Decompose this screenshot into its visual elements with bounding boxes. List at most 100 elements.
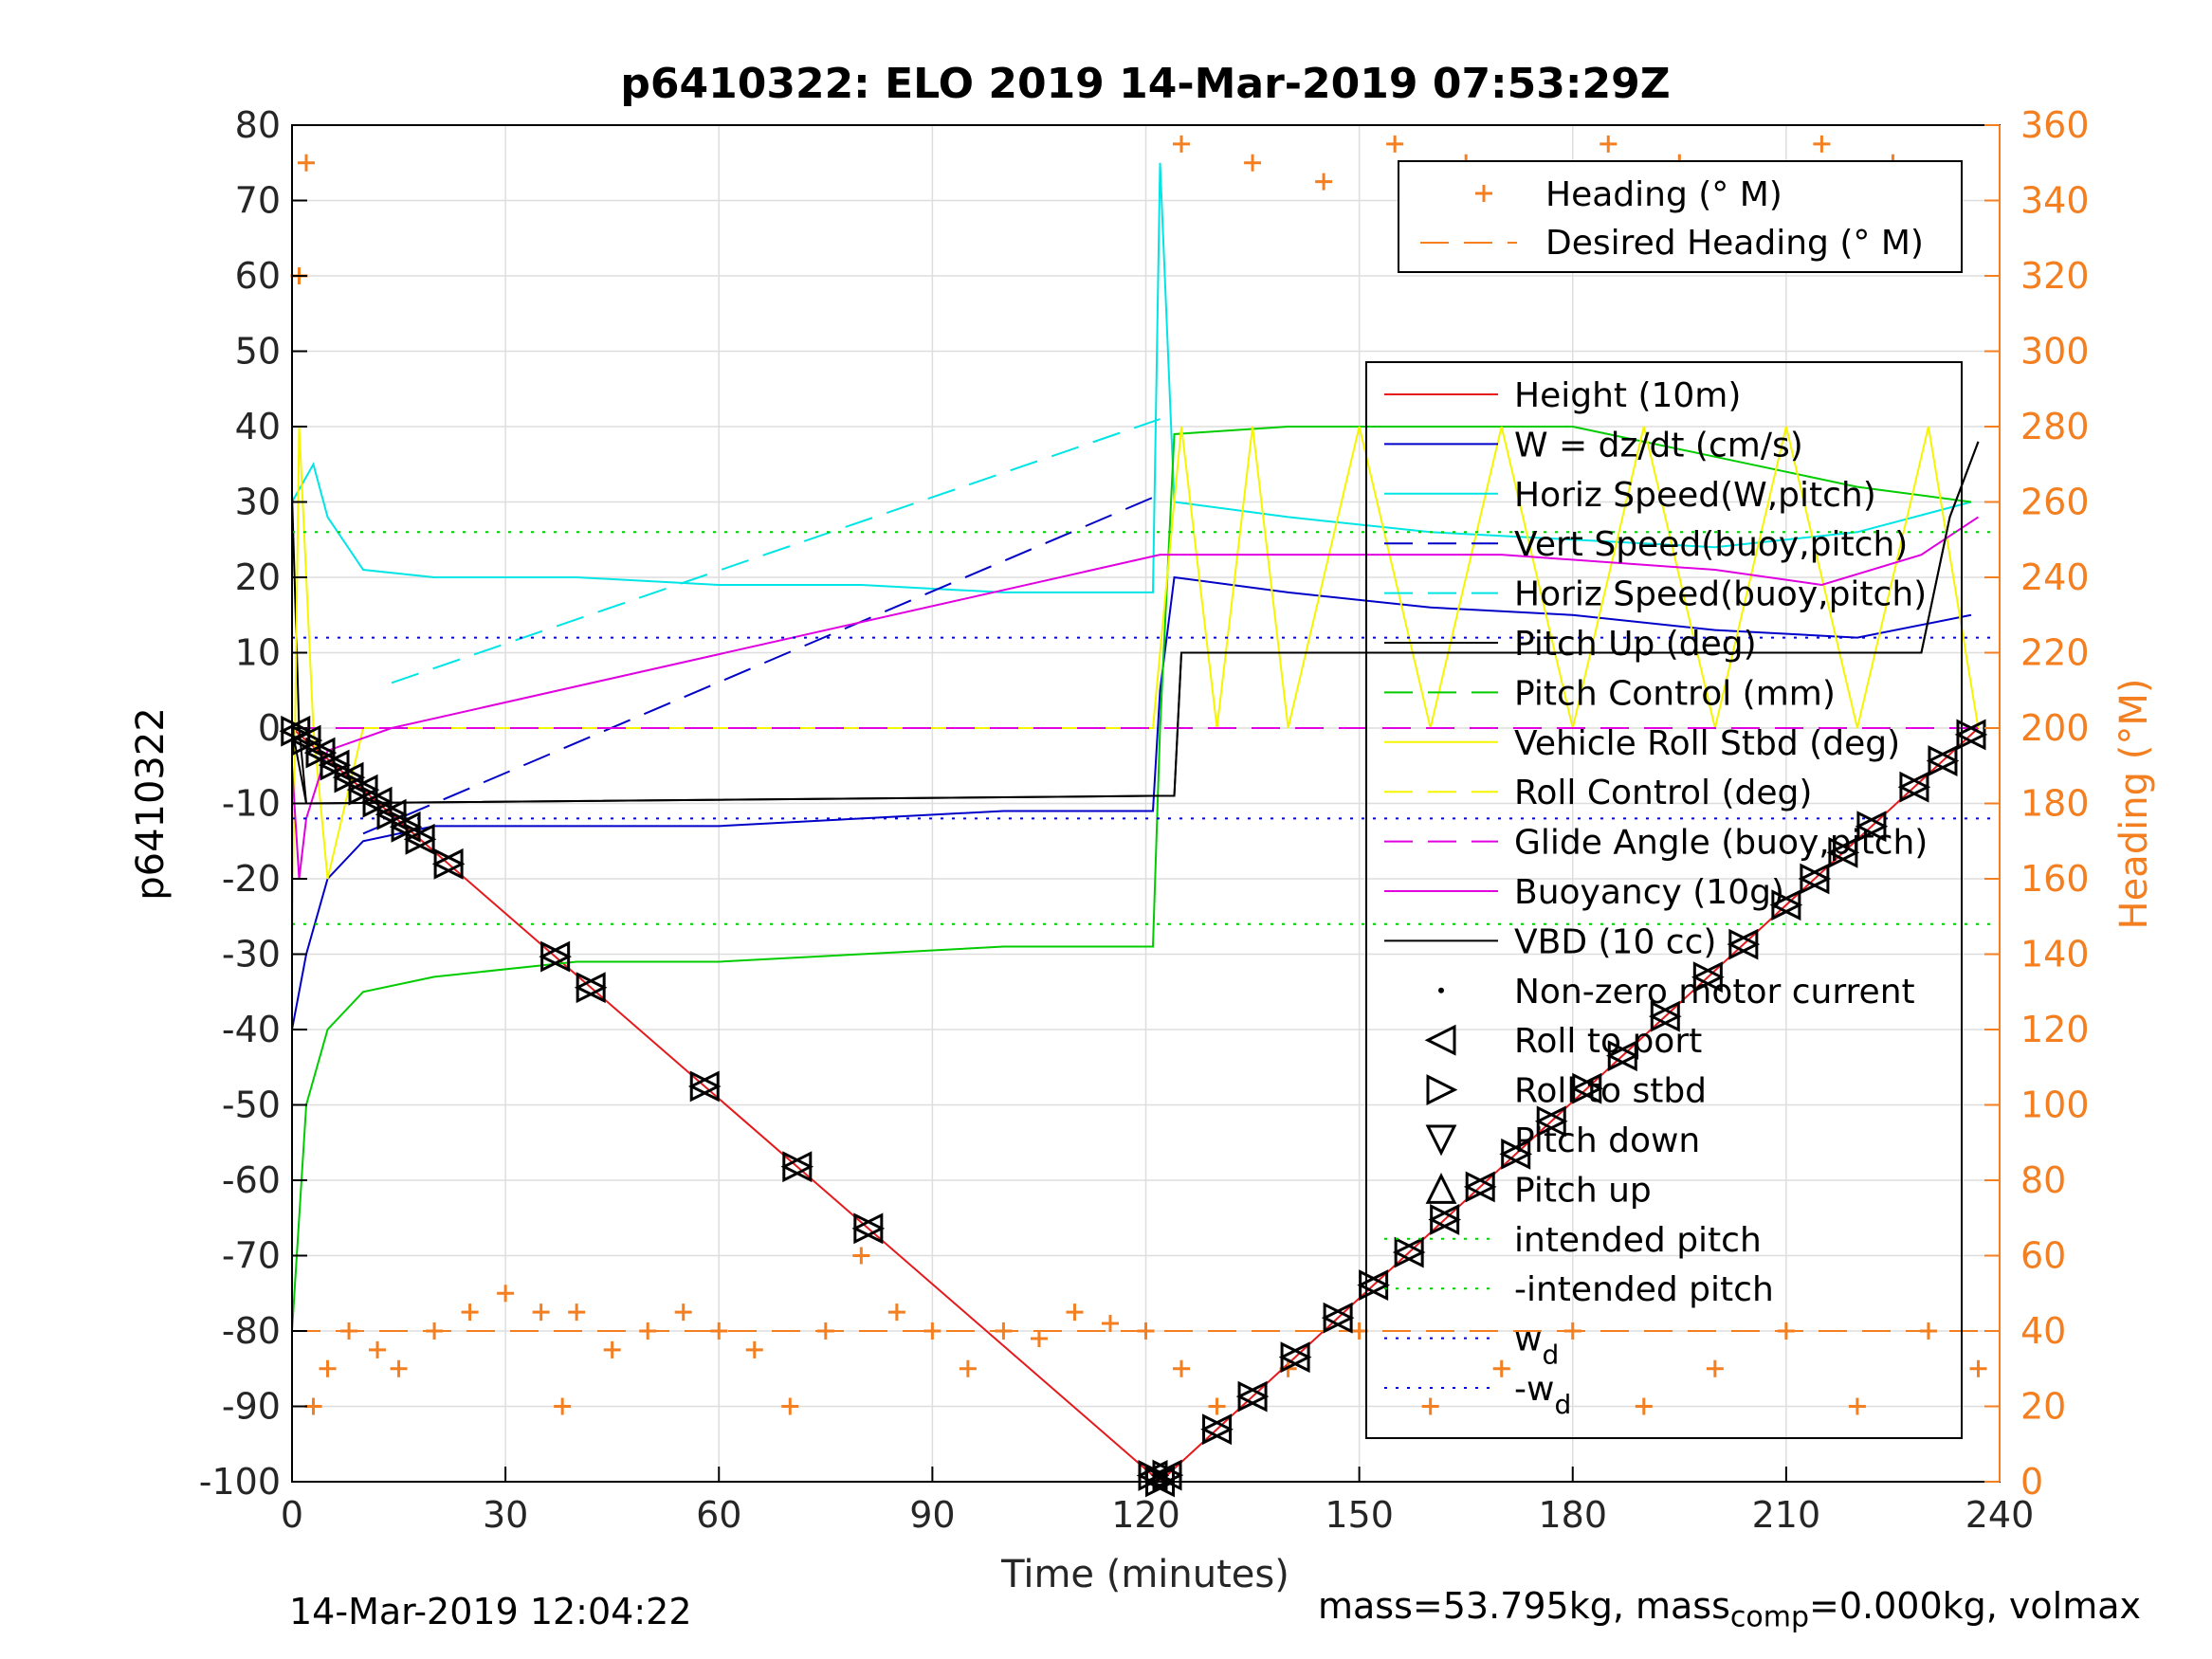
heading-marker — [369, 1340, 387, 1358]
heading-marker — [1777, 1322, 1795, 1340]
legend-main-box — [1365, 361, 1963, 1439]
heading-marker — [1137, 1322, 1155, 1340]
y-tick-label: -30 — [222, 934, 281, 975]
heading-marker — [461, 1304, 479, 1322]
roll-to-stbd-marker — [1771, 889, 1803, 921]
x-tick-label: 180 — [1538, 1494, 1607, 1536]
chart-title: p6410322: ELO 2019 14-Mar-2019 07:53:29Z — [620, 60, 1670, 108]
y-right-tick-label: 200 — [2020, 707, 2090, 749]
y-right-tick-label: 280 — [2020, 406, 2090, 447]
heading-marker — [1066, 1304, 1084, 1322]
roll-to-stbd-marker — [1956, 719, 1988, 751]
heading-marker — [390, 1359, 408, 1377]
legend-main-label: Roll to stbd — [1514, 1072, 1707, 1111]
legend-main-label: Roll Control (deg) — [1514, 774, 1812, 812]
heading-marker — [497, 1285, 515, 1303]
y-tick-label: -60 — [222, 1159, 281, 1201]
heading-marker — [710, 1322, 728, 1340]
series-line — [291, 426, 1972, 1332]
heading-marker — [1208, 1397, 1226, 1415]
y-right-tick-label: 40 — [2020, 1310, 2066, 1352]
legend-main-label: Pitch Up (deg) — [1514, 625, 1757, 664]
legend-main-label: Horiz Speed(buoy,pitch) — [1514, 575, 1927, 614]
roll-to-stbd-marker — [1692, 961, 1725, 994]
heading-marker — [1173, 135, 1191, 153]
footer-mass-a: mass=53.795kg, mass — [1318, 1585, 1730, 1627]
heading-marker — [568, 1304, 586, 1322]
footer-mass-sub: comp — [1729, 1600, 1810, 1634]
y-right-tick-label: 80 — [2020, 1159, 2066, 1201]
y-tick-label: 70 — [235, 180, 281, 222]
y-tick-label: -50 — [222, 1085, 281, 1126]
legend-main-label: Pitch Control (mm) — [1514, 674, 1836, 713]
roll-to-stbd-marker — [1856, 811, 1889, 843]
y-tick-label: 80 — [235, 104, 281, 146]
y-right-tick-label: 20 — [2020, 1386, 2066, 1428]
x-tick-label: 60 — [696, 1494, 741, 1536]
roll-to-stbd-marker — [1202, 1413, 1234, 1446]
y-right-tick-label: 300 — [2020, 331, 2090, 373]
y-tick-label: 50 — [235, 331, 281, 373]
roll-to-stbd-marker — [1536, 1105, 1568, 1138]
y-tick-label: -70 — [222, 1235, 281, 1277]
roll-to-stbd-marker — [1323, 1302, 1355, 1334]
roll-to-stbd-marker — [1465, 1171, 1497, 1203]
heading-marker — [923, 1322, 941, 1340]
heading-marker — [1600, 135, 1618, 153]
roll-to-stbd-marker — [1800, 863, 1832, 895]
y-right-tick-label: 100 — [2020, 1085, 2090, 1126]
footer-mass: mass=53.795kg, masscomp=0.000kg, volmax — [1318, 1585, 2141, 1634]
legend-main-label: Height (10m) — [1514, 376, 1741, 415]
y-tick-label: -20 — [222, 858, 281, 900]
series-line — [291, 162, 1972, 593]
heading-marker — [319, 1359, 337, 1377]
roll-to-port-marker — [431, 848, 464, 880]
heading-marker — [340, 1322, 358, 1340]
y-axis-right-label: Heading (°M) — [2112, 679, 2156, 930]
y-right-tick-label: 180 — [2020, 783, 2090, 825]
heading-marker — [1563, 1322, 1581, 1340]
roll-to-port-marker — [780, 1151, 813, 1183]
y-tick-label: 40 — [235, 406, 281, 447]
axes-group: 0 30 60 90 120 150 180 210 240-100-90-80-70-60-5… — [199, 104, 2090, 1536]
y-right-tick-label: 160 — [2020, 858, 2090, 900]
heading-marker — [1813, 135, 1831, 153]
legend-main-label: Vert Speed(buoy,pitch) — [1514, 525, 1908, 564]
legend-main-label: Horiz Speed(W,pitch) — [1514, 476, 1876, 515]
series-line — [391, 418, 1161, 684]
x-tick-label: 240 — [1965, 1494, 2035, 1536]
y-right-tick-label: 320 — [2020, 255, 2090, 297]
markers-group — [279, 715, 1988, 1498]
legend-main-label: Non-zero motor current — [1514, 973, 1915, 1012]
y-tick-label: -100 — [199, 1461, 281, 1503]
roll-to-port-marker — [403, 823, 435, 855]
heading-marker — [887, 1304, 905, 1322]
series-group — [290, 135, 2000, 1484]
roll-to-stbd-marker — [1572, 1072, 1604, 1104]
legend-heading-label: Heading (° M) — [1545, 175, 1782, 214]
heading-marker — [1173, 1359, 1191, 1377]
heading-marker — [745, 1340, 763, 1358]
roll-to-stbd-marker — [1359, 1269, 1390, 1302]
series-line — [291, 575, 1972, 1030]
heading-marker — [995, 1322, 1013, 1340]
heading-marker — [1244, 154, 1262, 172]
heading-marker — [1386, 135, 1404, 153]
roll-to-port-marker — [687, 1070, 720, 1103]
y-right-tick-label: 240 — [2020, 556, 2090, 598]
heading-marker — [298, 154, 316, 172]
heading-marker — [959, 1359, 977, 1377]
legend-heading-marker — [1475, 185, 1492, 202]
roll-to-stbd-marker — [1650, 1000, 1682, 1032]
roll-to-stbd-marker — [1828, 836, 1860, 868]
legend-main-label: W = dz/dt (cm/s) — [1514, 426, 1803, 465]
y-right-tick-label: 0 — [2020, 1461, 2043, 1503]
y-right-tick-label: 340 — [2020, 180, 2090, 222]
y-tick-label: -90 — [222, 1386, 281, 1428]
y-right-tick-label: 220 — [2020, 632, 2090, 674]
heading-marker — [1969, 1359, 1987, 1377]
legend-swatch-triangle — [1426, 1074, 1458, 1106]
heading-marker — [852, 1247, 870, 1265]
heading-marker — [304, 1397, 322, 1415]
